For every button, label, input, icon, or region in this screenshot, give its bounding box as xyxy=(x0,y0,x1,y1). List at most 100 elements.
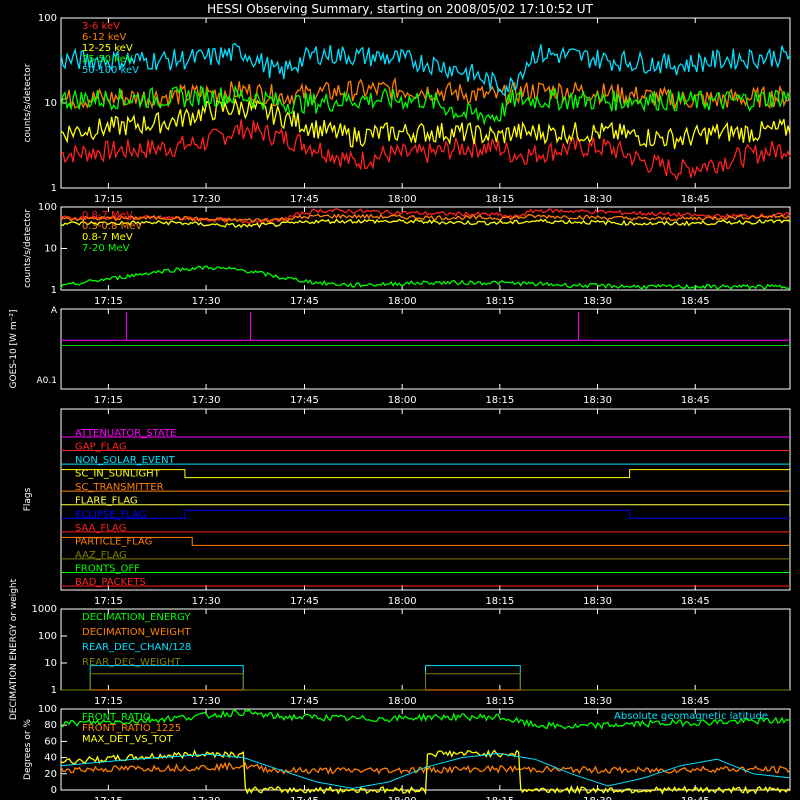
y-tick-label: 60 xyxy=(44,736,57,747)
x-tick-label: 17:15 xyxy=(94,796,123,800)
x-tick-label: 18:30 xyxy=(583,796,612,800)
series-line xyxy=(60,218,791,229)
x-tick-label: 18:15 xyxy=(485,796,514,800)
x-tick-label: 17:45 xyxy=(290,596,319,607)
legend-entry: REAR_DEC_CHAN/128 xyxy=(82,642,191,653)
legend-entry: DECIMATION_ENERGY xyxy=(82,612,191,623)
series-line xyxy=(61,673,790,691)
x-tick-label: 18:00 xyxy=(388,395,417,406)
y-axis-label: DECIMATION ENERGY or weight xyxy=(9,578,19,720)
y-tick-label: A0.1 xyxy=(37,376,57,386)
flag-line xyxy=(61,536,790,546)
panel-ratios: 17:15 17:30 17:45 18:00 18:15 18:30 18:45 Degre… xyxy=(23,704,791,800)
y-tick-label: 1 xyxy=(51,685,57,696)
x-tick-label: 18:15 xyxy=(485,596,514,607)
y-tick-label: 100 xyxy=(38,202,57,213)
panel-decimation: 17:15 17:30 17:45 18:00 18:15 18:30 18:45 DECIM… xyxy=(9,578,791,720)
y-tick-label: 20 xyxy=(44,769,57,780)
legend-entry: 3-6 keV xyxy=(82,21,120,32)
legend-entry: 0.8-7 MeV xyxy=(82,210,133,221)
x-tick-label: 17:15 xyxy=(94,395,123,406)
x-tick-label: 18:30 xyxy=(583,296,612,307)
y-axis-label: Flags xyxy=(23,487,33,511)
y-tick-label: 10 xyxy=(44,244,57,255)
x-tick-label: 17:45 xyxy=(290,296,319,307)
flag-label: SAA_FLAG xyxy=(75,523,126,534)
flag-label: FRONTS_OFF xyxy=(75,563,140,574)
series-line xyxy=(60,752,791,789)
x-tick-label: 17:30 xyxy=(192,194,221,205)
y-axis-label: Degrees or % xyxy=(23,719,33,780)
x-tick-label: 18:30 xyxy=(583,696,612,707)
x-tick-label: 17:45 xyxy=(290,194,319,205)
x-tick-label: 17:30 xyxy=(192,796,221,800)
flag-label: NON_SOLAR_EVENT xyxy=(75,455,176,466)
panel-counts-xray: 17:15 17:30 17:45 18:00 18:15 18:30 18:45 count… xyxy=(23,13,791,205)
x-tick-label: 18:15 xyxy=(485,696,514,707)
x-tick-label: 18:45 xyxy=(681,696,710,707)
flag-label: SC_IN_SUNLIGHT xyxy=(75,469,161,480)
flag-label: SC_TRANSMITTER xyxy=(75,482,164,493)
legend-entry: 25-50 keV xyxy=(82,54,133,65)
plot-frame xyxy=(60,308,791,390)
y-axis-label: counts/s/detector xyxy=(23,63,33,142)
flag-line xyxy=(61,509,790,519)
legend-entry: FRONT_RATIO xyxy=(82,712,151,723)
legend-entry: 50-100 keV xyxy=(82,65,139,76)
y-tick-label: 1000 xyxy=(32,604,57,615)
flag-label: FLARE_FLAG xyxy=(75,496,138,507)
legend-entry: 0.3-0.8 MeV xyxy=(82,221,142,232)
x-tick-label: 18:45 xyxy=(681,395,710,406)
x-tick-label: 18:30 xyxy=(583,395,612,406)
series-line xyxy=(60,84,791,126)
x-tick-label: 17:30 xyxy=(192,596,221,607)
y-axis-label: GOES-10 [W m⁻²] xyxy=(9,310,19,389)
x-tick-label: 18:15 xyxy=(485,395,514,406)
x-tick-label: 18:15 xyxy=(485,194,514,205)
y-tick-label: 1 xyxy=(51,183,57,194)
series-line xyxy=(60,42,791,97)
x-tick-label: 17:15 xyxy=(94,194,123,205)
series-line xyxy=(60,119,791,182)
x-tick-label: 17:15 xyxy=(94,596,123,607)
series-line xyxy=(60,97,791,150)
x-tick-label: 18:15 xyxy=(485,296,514,307)
y-tick-label: 1 xyxy=(51,285,57,296)
x-tick-label: 18:00 xyxy=(388,596,417,607)
x-tick-label: 18:45 xyxy=(681,194,710,205)
flag-label: AAZ_FLAG xyxy=(75,550,127,561)
x-tick-label: 17:45 xyxy=(290,796,319,800)
panel-goes: 17:15 17:30 17:45 18:00 18:15 18:30 18:45 GOES-… xyxy=(9,306,791,406)
x-tick-label: 18:00 xyxy=(388,696,417,707)
series-line xyxy=(60,708,791,730)
flag-label: PARTICLE_FLAG xyxy=(75,536,152,547)
legend-entry: REAR_DEC_WEIGHT xyxy=(82,657,181,668)
x-tick-label: 18:45 xyxy=(681,796,710,800)
legend-entry: 6-12 keV xyxy=(82,32,126,43)
series-line xyxy=(60,265,791,290)
y-tick-label: 40 xyxy=(44,753,57,764)
flag-label: ATTENUATOR_STATE xyxy=(75,428,176,439)
x-tick-label: 18:00 xyxy=(388,194,417,205)
panel-counts-gamma: 17:15 17:30 17:45 18:00 18:15 18:30 18:45 count… xyxy=(23,202,791,307)
x-tick-label: 18:00 xyxy=(388,296,417,307)
y-tick-label: 100 xyxy=(38,704,57,715)
panel-flags: 17:15 17:30 17:45 18:00 18:15 18:30 18:45 Flags… xyxy=(23,408,791,607)
x-tick-label: 17:45 xyxy=(290,395,319,406)
y-axis-label: counts/s/detector xyxy=(23,209,33,288)
x-tick-label: 18:30 xyxy=(583,194,612,205)
y-tick-label: 80 xyxy=(44,720,57,731)
plot-frame xyxy=(60,408,791,591)
flag-label: BAD_PACKETS xyxy=(75,577,146,588)
annotation-label: Absolute geomagnetic latitude xyxy=(614,711,768,722)
x-tick-label: 18:00 xyxy=(388,796,417,800)
legend-entry: 7-20 MeV xyxy=(82,243,130,254)
x-tick-label: 17:30 xyxy=(192,696,221,707)
figure-title: HESSI Observing Summary, starting on 200… xyxy=(207,2,593,16)
series-line xyxy=(60,213,791,223)
x-tick-label: 17:30 xyxy=(192,296,221,307)
y-tick-label: 100 xyxy=(38,13,57,24)
x-tick-label: 18:45 xyxy=(681,596,710,607)
x-tick-label: 17:15 xyxy=(94,696,123,707)
